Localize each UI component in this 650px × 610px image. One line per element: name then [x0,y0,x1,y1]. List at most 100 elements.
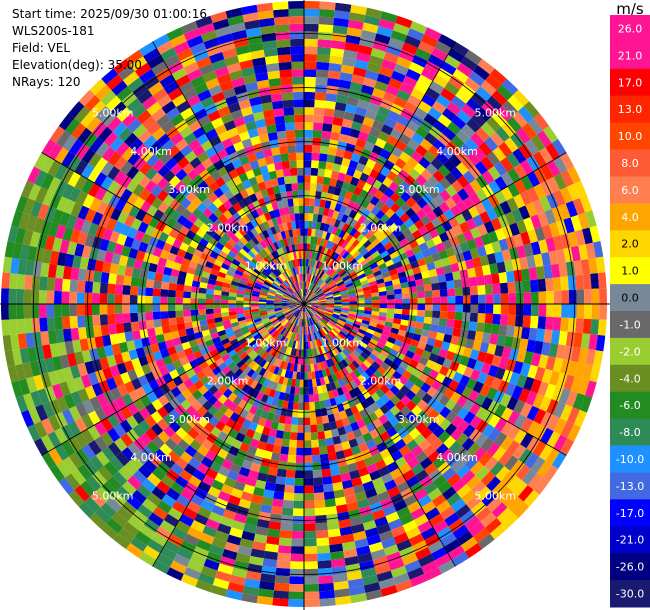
velocity-cell [292,371,297,380]
velocity-cell [494,417,508,432]
velocity-cell [354,242,363,251]
velocity-cell [545,143,560,161]
velocity-cell [320,254,326,263]
velocity-cell [419,335,429,344]
velocity-cell [461,470,476,485]
velocity-cell [492,446,507,462]
velocity-cell [515,127,531,144]
velocity-cell [281,92,294,101]
velocity-cell [588,257,598,274]
velocity-cell [304,372,308,380]
velocity-cell [356,179,366,190]
velocity-cell [501,346,512,359]
velocity-cell [408,223,419,234]
velocity-cell [484,136,499,152]
colorbar-tick-label: -30.0 [616,588,644,601]
velocity-cell [348,308,357,313]
velocity-cell [377,131,390,142]
velocity-cell [291,61,304,70]
velocity-cell [414,219,425,230]
velocity-cell [346,285,355,290]
velocity-cell [296,167,304,176]
velocity-cell [93,325,102,338]
velocity-cell [274,437,283,447]
velocity-cell [341,304,350,307]
velocity-cell [288,583,304,592]
velocity-cell [213,294,222,300]
velocity-cell [304,250,307,259]
velocity-cell [304,152,312,161]
velocity-cell [459,374,471,387]
velocity-cell [477,223,488,237]
velocity-cell [353,230,362,240]
velocity-cell [278,537,292,547]
velocity-cell [409,304,418,310]
velocity-cell [401,314,410,321]
velocity-cell [543,464,559,483]
velocity-cell [317,354,323,363]
velocity-cell [311,275,315,283]
velocity-cell [553,434,568,452]
velocity-cell [489,68,507,85]
velocity-cell [205,293,214,300]
velocity-cell [351,261,360,269]
velocity-cell [480,80,497,96]
velocity-cell [545,447,560,465]
velocity-cell [480,437,494,452]
velocity-cell [339,205,348,214]
velocity-cell [344,357,352,366]
velocity-cell [427,187,440,200]
velocity-cell [326,258,333,266]
velocity-cell [309,198,316,207]
velocity-cell [448,75,465,90]
velocity-cell [328,340,336,349]
velocity-cell [310,432,319,441]
velocity-cell [261,496,274,506]
velocity-cell [308,318,313,326]
velocity-cell [297,175,304,183]
velocity-cell [419,264,429,273]
velocity-cell [1,319,11,336]
velocity-cell [558,388,571,405]
velocity-cell [381,124,394,136]
velocity-cell [552,277,562,291]
velocity-cell [369,470,381,481]
velocity-cell [546,431,561,448]
velocity-cell [575,274,584,290]
velocity-cell [333,155,344,165]
velocity-cell [523,304,532,316]
velocity-cell [357,466,370,477]
velocity-cell [370,548,386,561]
velocity-cell [454,311,463,321]
velocity-cell [344,42,360,53]
velocity-cell [409,573,428,587]
velocity-cell [552,235,564,251]
velocity-cell [315,289,323,296]
velocity-cell [280,384,287,393]
velocity-cell [496,261,506,274]
velocity-cell [337,511,350,521]
velocity-cell [384,117,397,129]
velocity-cell [357,245,366,254]
velocity-cell [590,273,599,289]
velocity-cell [485,294,494,304]
velocity-cell [341,479,353,490]
velocity-cell [311,301,320,304]
velocity-cell [329,543,344,553]
velocity-cell [205,304,214,310]
velocity-cell [279,453,289,463]
velocity-cell [295,462,304,471]
velocity-cell [347,135,358,146]
velocity-cell [258,465,270,475]
velocity-cell [400,405,412,417]
velocity-cell [402,433,414,445]
velocity-cell [400,257,411,266]
velocity-cell [311,325,315,333]
velocity-cell [471,112,487,128]
colorbar-tick-label: 0.0 [621,292,639,305]
velocity-cell [504,455,519,471]
velocity-cell [306,281,309,290]
velocity-cell [308,326,312,334]
velocity-cell [293,394,300,403]
velocity-cell [475,466,490,481]
